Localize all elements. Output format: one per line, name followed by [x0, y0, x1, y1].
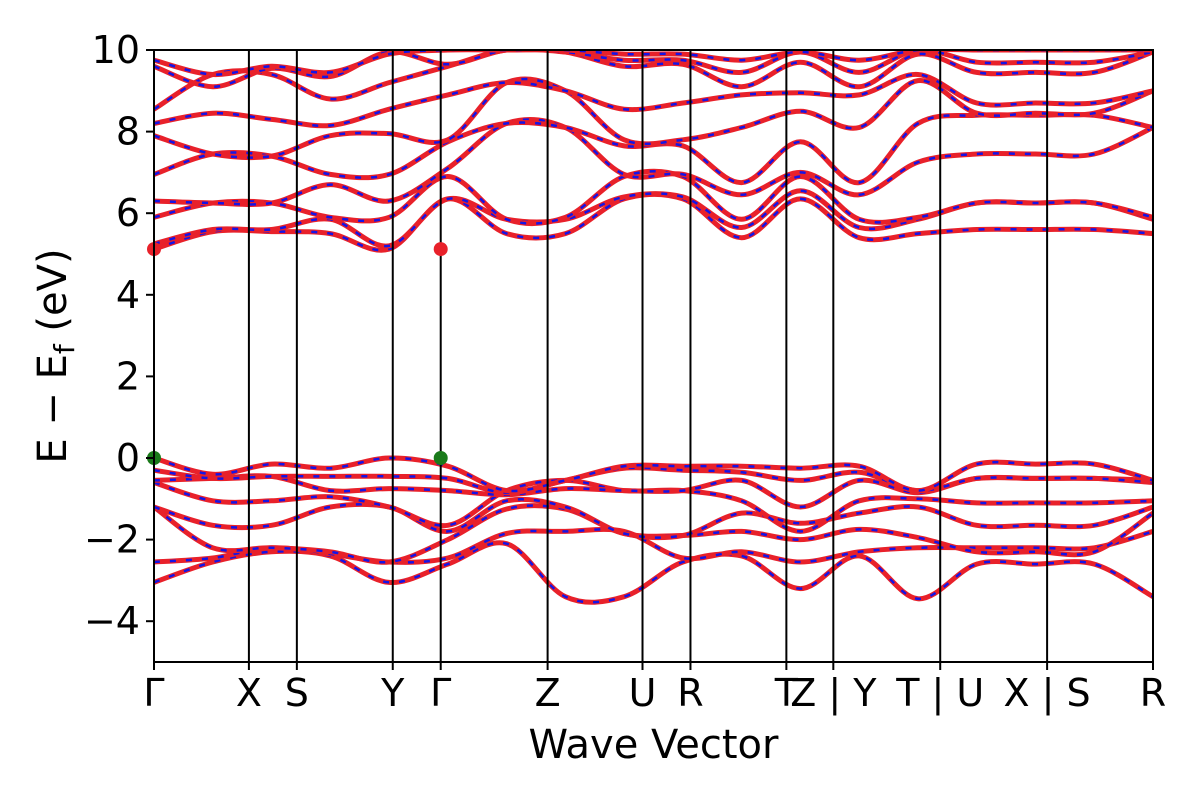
x-tick-label: Z: [535, 671, 561, 715]
x-tick-label: R: [1140, 671, 1166, 715]
kpoint-lines-layer: [247, 50, 1049, 662]
y-axis-label-sub: f: [48, 343, 81, 354]
x-tick-label: X | S: [1004, 671, 1091, 716]
band-line-down-7: [154, 456, 1153, 493]
y-axis-label-unit: (eV): [30, 248, 76, 344]
band-line-up-13: [154, 76, 1153, 161]
x-tick-label: T | U: [895, 671, 984, 716]
band-line-up-17: [154, 50, 1153, 78]
y-axis-label: E − Ef (eV): [30, 248, 81, 463]
conduction-band-minimum-point: [433, 242, 448, 257]
plot-frame: [153, 49, 1154, 663]
band-line-up-3: [154, 496, 1153, 541]
x-tick-label: Z | Y: [790, 671, 877, 716]
x-tick-label: Γ: [430, 671, 451, 715]
x-tick-label: S: [285, 671, 309, 715]
y-axis-label-main: E − E: [30, 354, 76, 464]
x-tick-label: R: [677, 671, 703, 715]
band-line-down-9: [154, 189, 1153, 248]
bands-layer: [154, 50, 1153, 605]
valence-band-maximum-point: [433, 451, 448, 465]
y-tick-label: 0: [116, 436, 140, 480]
band-line-down-16: [154, 50, 1153, 88]
y-tick-label: 4: [116, 273, 140, 317]
band-line-up-14: [154, 71, 1153, 129]
band-line-down-6: [154, 466, 1153, 494]
x-tick-label: X: [236, 671, 262, 715]
x-tick-label: Γ: [143, 671, 164, 715]
band-line-down-10: [154, 170, 1153, 225]
y-axis-ticks: 10 8 6 4 2 0 −2 −4: [84, 28, 154, 643]
band-line-up-10: [154, 168, 1153, 227]
x-tick-label: U: [629, 671, 657, 715]
x-axis-label: Wave Vector: [529, 722, 780, 768]
y-tick-label: −2: [84, 518, 140, 562]
band-line-up-9: [154, 188, 1153, 249]
y-tick-label: 6: [116, 191, 140, 235]
y-tick-label: −4: [84, 599, 140, 643]
y-tick-label: 8: [116, 110, 140, 154]
band-line-down-8: [154, 193, 1153, 252]
x-tick-label: Y: [380, 671, 405, 715]
band-line-down-2: [154, 504, 1153, 564]
band-line-up-4: [154, 477, 1153, 534]
y-tick-label: 2: [116, 354, 140, 398]
x-tick-label: T: [774, 671, 799, 715]
band-line-down-4: [154, 479, 1153, 533]
y-tick-label: 10: [92, 28, 140, 72]
band-line-down-11: [154, 118, 1153, 206]
band-line-down-15: [154, 50, 1153, 111]
band-line-down-14: [154, 73, 1153, 128]
